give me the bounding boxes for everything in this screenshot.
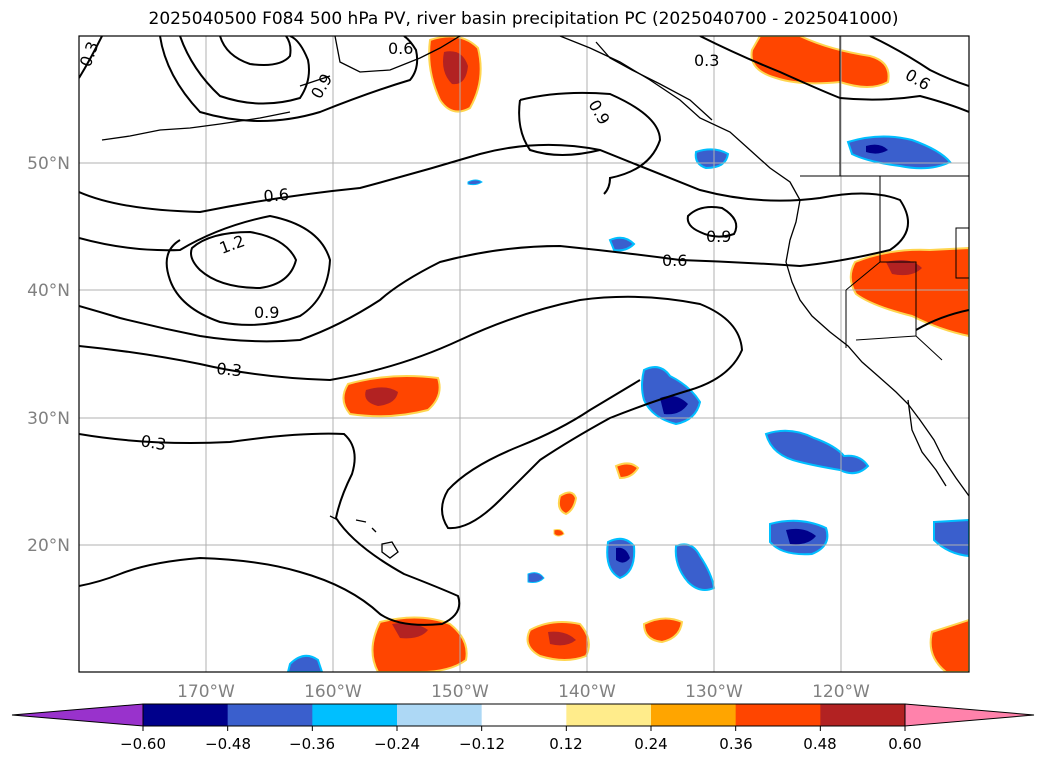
longitude-labels: 170°W 160°W 150°W 140°W 130°W 120°W bbox=[177, 682, 870, 702]
lon-label: 130°W bbox=[685, 682, 743, 702]
colorbar-tick-label: −0.24 bbox=[374, 735, 420, 753]
colorbar-tick-label: 0.12 bbox=[549, 735, 582, 753]
lat-label: 50°N bbox=[27, 154, 70, 174]
colorbar-tick-labels: −0.60 −0.48 −0.36 −0.24 −0.12 0.12 0.24 … bbox=[120, 735, 922, 753]
lon-label: 160°W bbox=[304, 682, 362, 702]
lat-label: 40°N bbox=[27, 281, 70, 301]
colorbar-tick-label: 0.36 bbox=[719, 735, 752, 753]
coastlines bbox=[101, 36, 969, 559]
colorbar-segment bbox=[566, 704, 652, 726]
map-frame bbox=[78, 35, 970, 673]
lon-label: 150°W bbox=[431, 682, 489, 702]
pv-contours bbox=[79, 36, 969, 626]
pv-label: 0.6 bbox=[263, 185, 290, 206]
colorbar-segment bbox=[312, 704, 398, 726]
colorbar-ticks bbox=[142, 726, 906, 731]
lon-label: 140°W bbox=[558, 682, 616, 702]
colorbar: −0.60 −0.48 −0.36 −0.24 −0.12 0.12 0.24 … bbox=[11, 703, 1035, 753]
latitude-labels: 50°N 40°N 30°N 20°N bbox=[27, 154, 70, 556]
colorbar-segment bbox=[481, 704, 567, 726]
colorbar-tick-label: −0.12 bbox=[459, 735, 505, 753]
lon-label: 120°W bbox=[812, 682, 870, 702]
gridlines bbox=[79, 36, 969, 672]
colorbar-segment bbox=[820, 704, 906, 726]
country-borders bbox=[800, 36, 969, 361]
lat-label: 20°N bbox=[27, 536, 70, 556]
lon-label: 170°W bbox=[177, 682, 235, 702]
lat-label: 30°N bbox=[27, 409, 70, 429]
colorbar-segments bbox=[12, 704, 1034, 726]
pv-label: 0.3 bbox=[216, 359, 243, 380]
colorbar-tick-label: 0.48 bbox=[803, 735, 836, 753]
colorbar-segment bbox=[143, 704, 229, 726]
pv-label: 0.6 bbox=[388, 39, 413, 58]
colorbar-tick-label: −0.60 bbox=[120, 735, 166, 753]
map-title: 2025040500 F084 500 hPa PV, river basin … bbox=[148, 9, 899, 29]
pv-label: 0.3 bbox=[139, 431, 167, 454]
colorbar-segment bbox=[651, 704, 737, 726]
colorbar-tick-label: −0.36 bbox=[289, 735, 335, 753]
pv-label: 0.9 bbox=[254, 303, 279, 322]
colorbar-tick-label: −0.48 bbox=[205, 735, 251, 753]
pv-label: 0.6 bbox=[662, 251, 687, 270]
pv-label: 0.9 bbox=[706, 227, 731, 246]
pv-label: 0.3 bbox=[694, 51, 719, 70]
colorbar-extend-max bbox=[905, 704, 1034, 726]
colorbar-tick-label: 0.24 bbox=[634, 735, 667, 753]
colorbar-segment bbox=[227, 704, 313, 726]
precip-positive-areas bbox=[342, 36, 969, 672]
colorbar-tick-label: 0.60 bbox=[888, 735, 921, 753]
colorbar-segment bbox=[735, 704, 821, 726]
colorbar-extend-min bbox=[12, 704, 143, 726]
colorbar-frame bbox=[142, 703, 906, 727]
colorbar-segment bbox=[397, 704, 483, 726]
